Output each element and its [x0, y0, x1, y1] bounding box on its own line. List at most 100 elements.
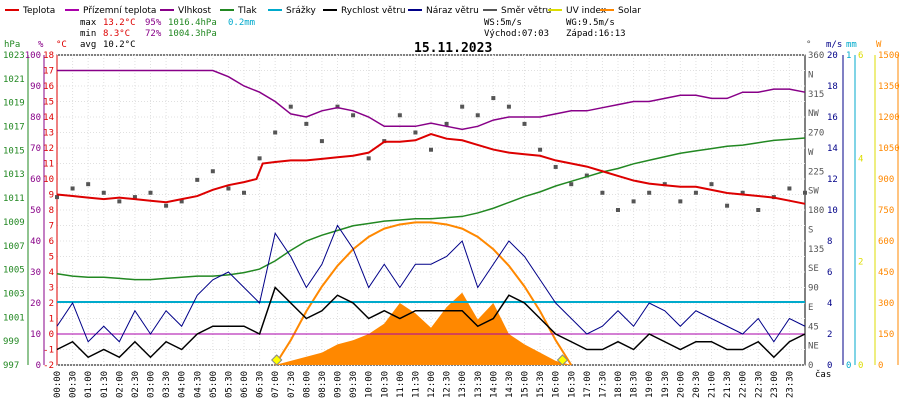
degc-tick: 11: [43, 160, 54, 170]
smer-point: [444, 121, 449, 126]
smer-point: [460, 104, 465, 109]
stat-max-temp: 13.2°C: [103, 18, 136, 28]
x-tick-label: 16:30: [567, 371, 577, 398]
legend-label: Směr větru: [501, 6, 551, 16]
smer-point: [273, 130, 278, 135]
x-tick-label: 08:00: [302, 371, 312, 398]
x-tick-label: 00:30: [69, 371, 79, 398]
pct-tick: 40: [30, 237, 41, 247]
x-tick-label: 11:30: [411, 371, 421, 398]
w-tick: 900: [878, 175, 894, 185]
ms-tick: 16: [827, 113, 838, 123]
pct-tick: 100: [25, 51, 41, 61]
dir-tick: 90: [808, 284, 819, 294]
time-unit: čas: [815, 369, 831, 380]
ms-tick: 2: [827, 330, 832, 340]
stat-max-rain: 0.2mm: [228, 18, 255, 28]
w-tick: 150: [878, 330, 894, 340]
mm-unit: mm: [846, 40, 857, 50]
x-tick-label: 18:00: [614, 371, 624, 398]
solar-max-curve: [274, 221, 573, 366]
ms-tick: 14: [827, 144, 838, 154]
smer-point: [226, 186, 231, 191]
degc-tick: 7: [49, 222, 54, 232]
w-tick: 1200: [878, 113, 900, 123]
smer-point: [132, 195, 137, 200]
stat-min-press: 1004.3hPa: [168, 29, 217, 39]
ms-tick: 12: [827, 175, 838, 185]
x-tick-label: 03:00: [147, 371, 157, 398]
pct-tick: 60: [30, 175, 41, 185]
wind-ws: WS:5m/s: [484, 18, 522, 28]
x-tick-label: 19:00: [645, 371, 655, 398]
x-tick-label: 22:30: [754, 371, 764, 398]
dir-tick: 360: [808, 51, 824, 61]
pct-tick: 90: [30, 82, 41, 92]
mm-tick: 0: [846, 361, 851, 371]
x-tick-label: 13:30: [474, 371, 484, 398]
solar-area: [275, 292, 572, 365]
degc-tick: 12: [43, 144, 54, 154]
x-tick-label: 22:00: [739, 371, 749, 398]
smer-point: [725, 203, 730, 208]
stat-min-temp: 8.3°C: [103, 29, 130, 39]
pct-unit: %: [38, 40, 44, 50]
degc-tick: 16: [43, 82, 54, 92]
x-tick-label: 15:30: [536, 371, 546, 398]
smer-point: [631, 199, 636, 204]
mm-tick: 1: [846, 51, 851, 61]
smer-point: [242, 190, 246, 195]
uv-tick: 6: [858, 51, 863, 61]
degc-tick: 17: [43, 67, 54, 77]
dir-tick: N: [808, 70, 813, 80]
series-naraz: [56, 224, 806, 343]
degc-tick: 14: [43, 113, 54, 123]
x-tick-label: 10:00: [365, 371, 375, 398]
degc-tick: 0: [49, 330, 54, 340]
legend-label: Teplota: [22, 6, 55, 16]
smer-point: [397, 113, 402, 118]
ms-tick: 8: [827, 237, 832, 247]
dir-tick: E: [808, 303, 813, 313]
smer-point: [288, 104, 293, 109]
x-tick-label: 09:30: [349, 371, 359, 398]
pct-tick: 20: [30, 299, 41, 309]
smer-point: [756, 208, 761, 212]
pct-tick: 10: [30, 330, 41, 340]
dir-tick: SW: [808, 187, 819, 197]
hpa-tick: 1007: [3, 242, 25, 252]
legend-label: Srážky: [286, 6, 317, 16]
x-tick-label: 18:30: [630, 371, 640, 398]
dir-tick: W: [808, 148, 814, 158]
smer-point: [429, 147, 433, 152]
smer-point: [569, 182, 574, 187]
smer-point: [491, 96, 496, 101]
pct-tick: 30: [30, 268, 41, 278]
ms-tick: 20: [827, 51, 838, 61]
degc-unit: °C: [56, 40, 67, 50]
smer-point: [257, 156, 262, 161]
x-tick-label: 17:30: [598, 371, 608, 398]
x-tick-label: 04:30: [193, 371, 203, 398]
dir-tick: 0: [808, 361, 813, 371]
degc-tick: 4: [49, 268, 54, 278]
degc-tick: 8: [49, 206, 54, 216]
series-teplota: [56, 132, 806, 205]
smer-point: [616, 208, 620, 212]
uv-tick: 2: [858, 258, 863, 268]
smer-point: [86, 182, 91, 187]
ms-tick: 10: [827, 206, 838, 216]
degc-tick: -1: [43, 346, 54, 356]
w-unit: W: [876, 40, 882, 50]
sunrise-marker: [271, 354, 283, 366]
degc-tick: 3: [49, 284, 54, 294]
smer-point: [195, 177, 200, 182]
ms-tick: 0: [827, 361, 832, 371]
x-tick-label: 02:30: [131, 371, 141, 398]
hpa-tick: 1009: [3, 218, 25, 228]
x-tick-label: 20:00: [676, 371, 686, 398]
smer-point: [584, 173, 589, 178]
series-vlhkost: [57, 69, 806, 131]
legend-label: Vlhkost: [178, 6, 211, 16]
smer-point: [210, 169, 215, 174]
